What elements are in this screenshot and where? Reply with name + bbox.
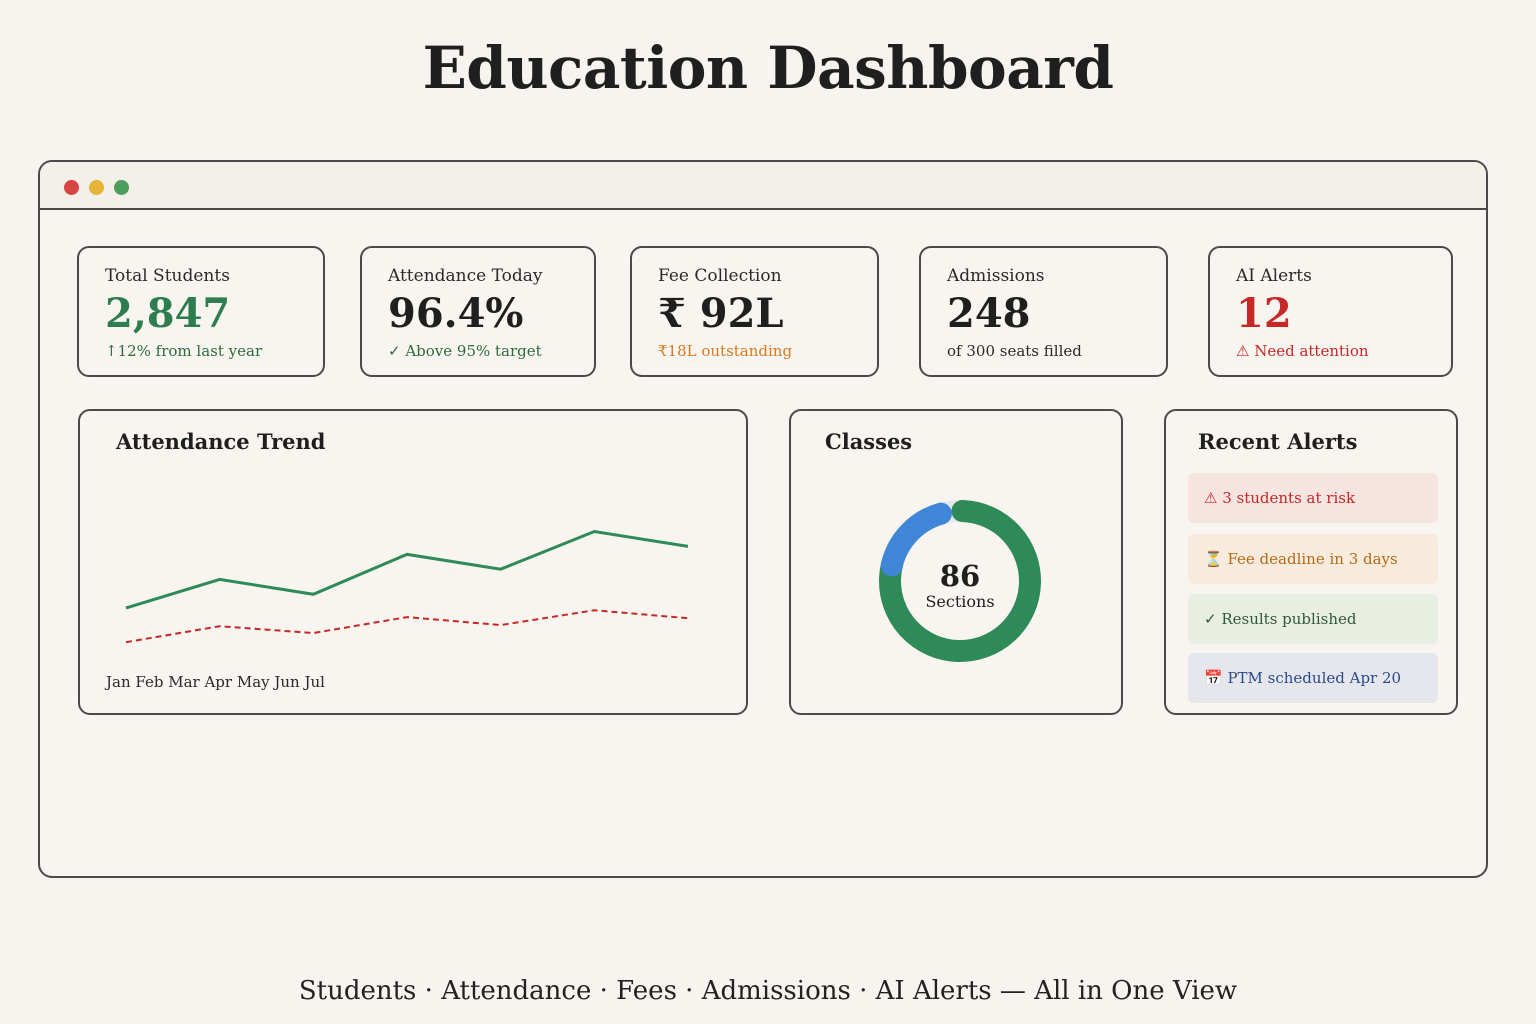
classes-panel: Classes 86 Sections: [789, 409, 1123, 715]
kpi-card-total-students[interactable]: Total Students 2,847 ↑12% from last year: [77, 246, 325, 377]
window-titlebar: [40, 162, 1486, 210]
kpi-card-attendance-today[interactable]: Attendance Today 96.4% ✓ Above 95% targe…: [360, 246, 596, 377]
kpi-value: 2,847: [105, 290, 231, 337]
kpi-value: ₹ 92L: [658, 290, 784, 337]
kpi-subtext: ₹18L outstanding: [658, 342, 793, 360]
kpi-subtext: ✓ Above 95% target: [388, 342, 542, 360]
month-axis-labels: Jan Feb Mar Apr May Jun Jul: [106, 673, 325, 691]
kpi-value: 96.4%: [388, 290, 524, 337]
donut-center-label: Sections: [925, 592, 995, 611]
attendance-trend-chart: [125, 529, 689, 644]
donut-center-value: 86: [939, 559, 981, 593]
kpi-label: Admissions: [947, 266, 1045, 286]
kpi-value: 12: [1236, 290, 1292, 337]
close-window-button[interactable]: [64, 180, 79, 195]
classes-donut-chart: [879, 500, 1041, 662]
footer-tagline: Students · Attendance · Fees · Admission…: [298, 976, 1238, 1006]
minimize-window-button[interactable]: [89, 180, 104, 195]
panel-title: Recent Alerts: [1198, 429, 1358, 454]
page-title: Education Dashboard: [422, 34, 1114, 102]
kpi-label: AI Alerts: [1236, 266, 1312, 286]
panel-title: Classes: [825, 429, 913, 454]
kpi-label: Total Students: [105, 266, 230, 286]
alert-item-students-at-risk[interactable]: ⚠ 3 students at risk: [1188, 473, 1438, 523]
kpi-subtext: of 300 seats filled: [947, 342, 1082, 360]
kpi-card-fee-collection[interactable]: Fee Collection ₹ 92L ₹18L outstanding: [630, 246, 879, 377]
maximize-window-button[interactable]: [114, 180, 129, 195]
kpi-label: Fee Collection: [658, 266, 782, 286]
kpi-subtext: ↑12% from last year: [105, 342, 263, 360]
kpi-subtext: ⚠ Need attention: [1236, 342, 1369, 360]
panel-title: Attendance Trend: [116, 429, 326, 454]
alert-item-ptm-scheduled[interactable]: 📅 PTM scheduled Apr 20: [1188, 653, 1438, 703]
kpi-card-admissions[interactable]: Admissions 248 of 300 seats filled: [919, 246, 1168, 377]
donut-segment-0: [879, 500, 1041, 662]
kpi-value: 248: [947, 290, 1031, 337]
alert-item-fee-deadline[interactable]: ⏳ Fee deadline in 3 days: [1188, 534, 1438, 584]
trend-series-line-0: [125, 529, 689, 610]
kpi-label: Attendance Today: [388, 266, 543, 286]
attendance-trend-panel: Attendance Trend Jan Feb Mar Apr May Jun…: [78, 409, 748, 715]
alert-item-results-published[interactable]: ✓ Results published: [1188, 594, 1438, 644]
recent-alerts-panel: Recent Alerts ⚠ 3 students at risk ⏳ Fee…: [1164, 409, 1458, 715]
trend-series-line-1: [125, 609, 689, 644]
kpi-card-ai-alerts[interactable]: AI Alerts 12 ⚠ Need attention: [1208, 246, 1453, 377]
